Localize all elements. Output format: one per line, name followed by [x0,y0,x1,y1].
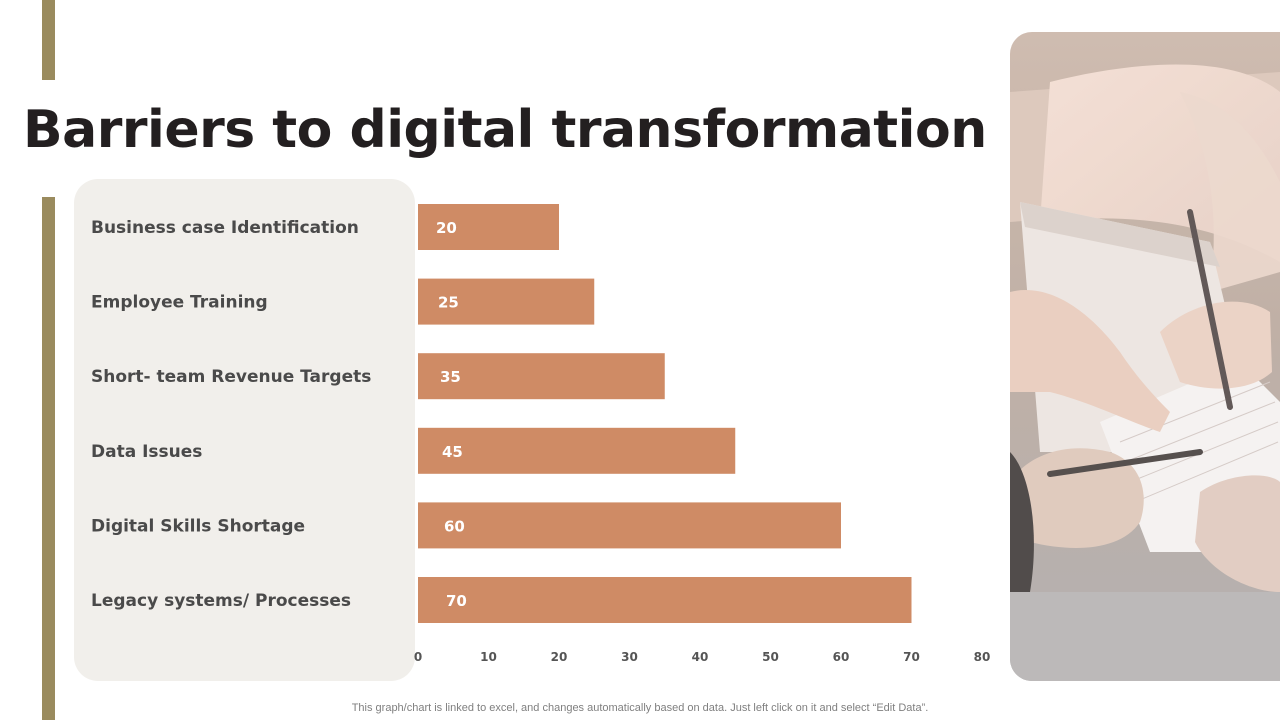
category-label: Legacy systems/ Processes [91,591,351,611]
category-label: Data Issues [91,442,202,462]
x-tick-label: 80 [974,650,991,664]
data-label: 35 [440,368,461,386]
photo-illustration [1010,32,1280,681]
data-label: 20 [436,219,457,237]
x-tick-label: 0 [414,650,422,664]
hands-writing-photo [1010,32,1280,681]
x-tick-label: 10 [480,650,497,664]
bar [418,278,595,325]
category-label: Business case Identification [91,218,359,238]
data-label: 25 [438,294,459,312]
accent-bar-top [42,0,55,80]
accent-bar-left [42,197,55,720]
bar [418,204,559,250]
x-tick-label: 50 [762,650,779,664]
data-label: 45 [442,443,463,461]
bar [418,577,912,623]
x-tick-label: 70 [903,650,920,664]
category-label: Short- team Revenue Targets [91,367,371,387]
bar [418,353,665,400]
bar-chart: Business case Identification 20 Employee T… [91,204,991,664]
x-tick-label: 30 [621,650,638,664]
x-tick-label: 20 [551,650,568,664]
category-label: Employee Training [91,293,268,313]
category-label: Digital Skills Shortage [91,516,305,536]
data-label: 70 [446,592,467,610]
x-tick-label: 40 [692,650,709,664]
data-label: 60 [444,517,465,535]
bar [418,427,736,474]
bar [418,502,841,549]
chart-footnote: This graph/chart is linked to excel, and… [351,702,929,714]
page-title: Barriers to digital transformation [23,100,987,160]
category-label-panel [74,179,415,681]
x-tick-label: 60 [833,650,850,664]
